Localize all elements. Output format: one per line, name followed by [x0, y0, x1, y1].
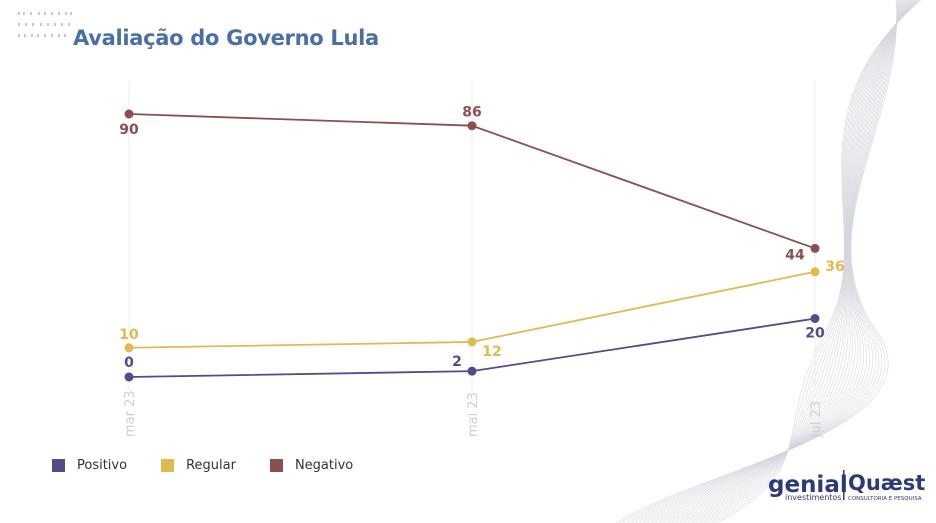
data-label-regular: 36 [825, 259, 844, 275]
wave-line [695, 0, 917, 523]
legend-item-negativo: Negativo [269, 458, 354, 473]
wave-line [711, 0, 921, 523]
legend-label: Negativo [294, 458, 354, 473]
page-title: Avaliação do Governo Lula [73, 26, 379, 50]
logo-quaest: Quæst [848, 471, 925, 495]
x-tick-label: mar 23 [123, 390, 138, 437]
wave-line [651, 0, 906, 523]
data-label-negativo: 86 [462, 105, 481, 121]
wave-line [643, 0, 904, 523]
data-point-negativo [124, 109, 134, 119]
data-point-positivo [467, 366, 477, 376]
wave-line [683, 0, 914, 523]
data-point-negativo [810, 243, 820, 253]
wave-line [687, 0, 915, 523]
data-label-negativo: 90 [119, 122, 139, 138]
legend-swatch [269, 459, 283, 472]
data-point-negativo [467, 121, 477, 131]
data-label-positivo: 2 [452, 354, 462, 370]
wave-line [699, 0, 918, 523]
wave-line [675, 0, 912, 523]
data-point-regular [810, 267, 820, 277]
wave-line [619, 0, 898, 523]
data-label-positivo: 20 [805, 326, 825, 342]
legend-label: Regular [186, 458, 236, 473]
logo-genial-quaest: genial investimentos Quæst CONSULTORIA E… [768, 470, 925, 502]
wave-line [691, 0, 916, 523]
wave-line [715, 0, 922, 523]
wave-line [659, 0, 908, 523]
wave-line [635, 0, 902, 523]
wave-line [631, 0, 901, 523]
wave-line [623, 0, 899, 523]
wave-line [647, 0, 905, 523]
chart-legend: Positivo Regular Negativo [52, 458, 387, 473]
logo-genial: genial [768, 472, 848, 498]
wave-line [639, 0, 903, 523]
wave-line [663, 0, 909, 523]
data-point-positivo [810, 314, 820, 324]
wave-line [627, 0, 900, 523]
title-dot-mark-icon [18, 12, 72, 37]
wave-line [615, 0, 898, 523]
wave-line [703, 0, 919, 523]
logo-genial-sub: investimentos [785, 493, 841, 502]
logo-quaest-sub: CONSULTORIA E PESQUISA [848, 496, 922, 502]
data-point-regular [467, 337, 477, 347]
x-tick-label: mai 23 [466, 392, 481, 437]
wave-line [667, 0, 910, 523]
wave-line [671, 0, 911, 523]
brand-logos: genial investimentos Quæst CONSULTORIA E… [768, 468, 928, 513]
wave-line [655, 0, 907, 523]
data-label-negativo: 44 [785, 247, 805, 263]
legend-swatch [52, 459, 65, 472]
legend-swatch [161, 459, 175, 472]
data-label-regular: 12 [482, 344, 501, 360]
data-point-positivo [124, 372, 134, 382]
decorative-wave-lines [615, 0, 922, 523]
data-label-positivo: 0 [124, 355, 134, 371]
wave-line [707, 0, 920, 523]
legend-label: Positivo [77, 458, 128, 473]
x-tick-label: jul 23 [809, 401, 824, 438]
wave-line [679, 0, 913, 523]
data-label-regular: 10 [119, 327, 139, 343]
logo-divider [843, 470, 845, 500]
legend-item-regular: Regular [161, 458, 236, 473]
data-point-regular [124, 343, 134, 353]
legend-item-positivo: Positivo [52, 458, 127, 473]
